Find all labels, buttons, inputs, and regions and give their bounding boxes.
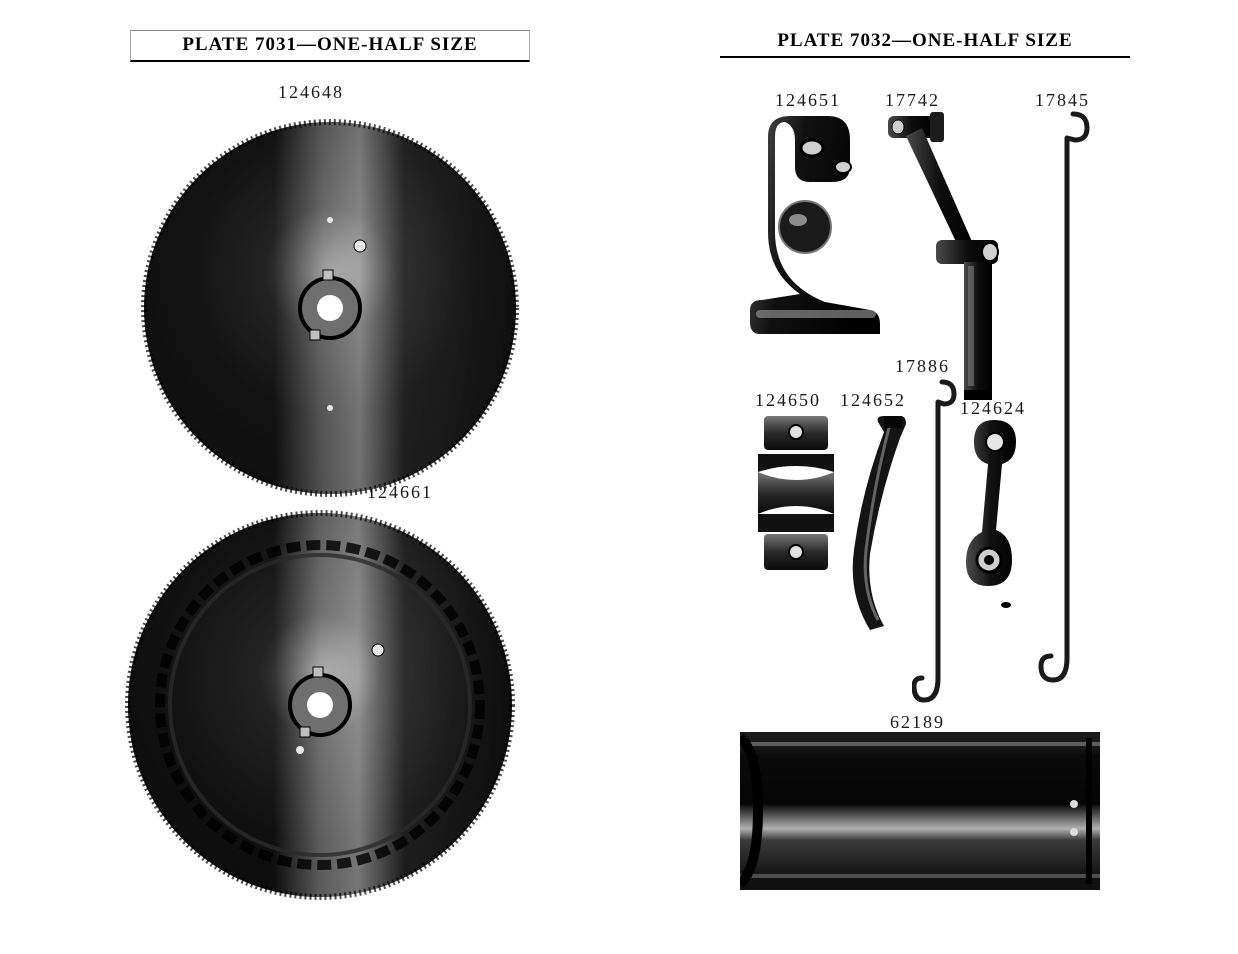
part-124650-illustration <box>756 414 836 574</box>
part-label-124650: 124650 <box>755 390 821 411</box>
plate-7032-title: PLATE 7032—ONE-HALF SIZE <box>720 30 1130 58</box>
part-124651-illustration <box>750 112 890 342</box>
part-124624-illustration <box>960 420 1030 600</box>
disc-124661-illustration <box>120 500 520 910</box>
speck <box>1000 600 1012 610</box>
part-17886-illustration <box>912 378 962 708</box>
part-124652-illustration <box>840 414 910 634</box>
disc-124648-illustration <box>140 108 520 508</box>
plate-7031-title: PLATE 7031—ONE-HALF SIZE <box>130 30 530 62</box>
part-17845-illustration <box>1035 108 1095 688</box>
left-plate-column: PLATE 7031—ONE-HALF SIZE <box>130 30 530 62</box>
part-label-62189: 62189 <box>890 712 945 733</box>
page: PLATE 7031—ONE-HALF SIZE 124648 124661 <box>0 30 1238 930</box>
part-label-124651: 124651 <box>775 90 841 111</box>
right-plate-column: PLATE 7032—ONE-HALF SIZE <box>720 30 1130 58</box>
part-62189-illustration <box>740 732 1100 892</box>
part-17742-illustration <box>878 106 1008 406</box>
part-label-124648: 124648 <box>278 82 344 103</box>
